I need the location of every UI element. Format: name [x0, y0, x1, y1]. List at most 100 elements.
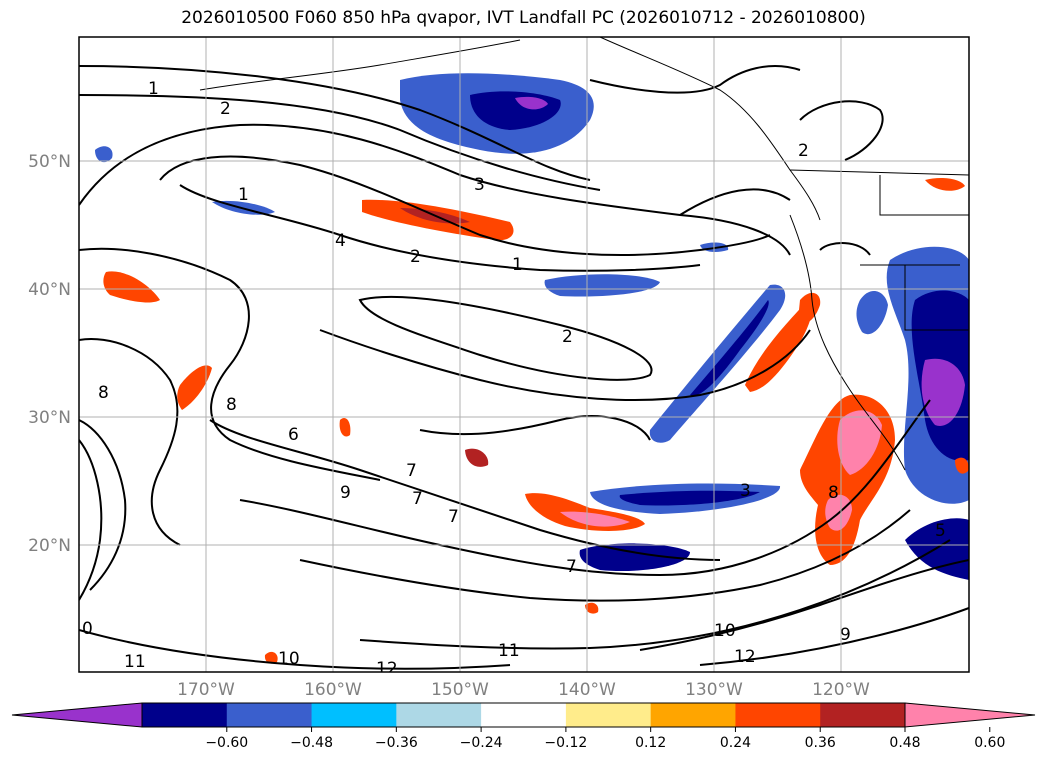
- contour-line: [79, 439, 103, 601]
- anomaly-region: [95, 146, 113, 163]
- contour-line: [819, 242, 871, 256]
- lon-label: 150°W: [431, 680, 489, 700]
- gridlines: [79, 37, 969, 672]
- anomaly-region: [837, 410, 882, 475]
- lat-label: 40°N: [28, 280, 71, 300]
- contour-label: 1: [238, 185, 249, 205]
- contour-label: 8: [98, 383, 109, 403]
- contour-label: 1: [512, 255, 523, 275]
- anomaly-region: [544, 274, 660, 297]
- colorbar-tick-label: −0.36: [375, 735, 418, 751]
- contour-label: 9: [340, 483, 351, 503]
- colorbar-bin: [142, 703, 228, 727]
- lon-label: 160°W: [304, 680, 362, 700]
- anomaly-region: [339, 417, 351, 437]
- colorbar-bin: [311, 703, 397, 727]
- contour-line: [159, 155, 771, 256]
- latitude-labels: 50°N 40°N 30°N 20°N: [28, 152, 71, 556]
- contour-line: [299, 509, 911, 602]
- contour-label: 11: [498, 641, 520, 661]
- contour-line: [239, 399, 931, 577]
- colorbar-tick-label: 0.24: [720, 735, 751, 751]
- colorbar-tick-label: −0.60: [205, 735, 248, 751]
- anomaly-region: [264, 651, 278, 664]
- contour-label: 5: [935, 521, 946, 541]
- contour-label: 7: [566, 557, 577, 577]
- contour-label: 7: [412, 489, 423, 509]
- contour-label: 3: [740, 481, 751, 501]
- contour-label: 10: [714, 621, 736, 641]
- lon-label: 170°W: [177, 680, 235, 700]
- anomaly-region: [745, 300, 812, 392]
- lon-label: 130°W: [685, 680, 743, 700]
- anomaly-region: [560, 511, 630, 527]
- contour-label: 10: [278, 649, 300, 669]
- colorbar-tick-label: 0.48: [889, 735, 920, 751]
- contour-label: 2: [220, 99, 231, 119]
- contour-label: 12: [734, 647, 756, 667]
- colorbar-extend-max: [904, 702, 1036, 728]
- coastlines: [199, 37, 969, 471]
- contour-label: 2: [562, 327, 573, 347]
- contour-line: [79, 247, 381, 481]
- contour-line: [639, 559, 969, 651]
- colorbar-bin: [226, 703, 313, 727]
- contour-label: 7: [448, 507, 459, 527]
- lat-label: 50°N: [28, 152, 71, 172]
- contour-label: 6: [288, 425, 299, 445]
- contour-label: 2: [410, 247, 421, 267]
- lon-label: 120°W: [812, 680, 870, 700]
- contour-line: [799, 100, 884, 161]
- contour-line: [589, 64, 801, 94]
- anomaly-region: [515, 96, 548, 110]
- contour-label: 3: [474, 175, 485, 195]
- contour-label: 8: [828, 483, 839, 503]
- colorbar-tick-label: −0.24: [460, 735, 503, 751]
- contour-line: [79, 94, 601, 191]
- contour-line: [79, 123, 791, 256]
- contour-label: 9: [840, 625, 851, 645]
- contour-label: 8: [226, 395, 237, 415]
- contour-label: 7: [406, 461, 417, 481]
- positive-anomaly-fills: [103, 178, 969, 664]
- state-border: [904, 265, 969, 331]
- contour-label: 4: [335, 231, 346, 251]
- state-border: [879, 175, 969, 216]
- contour-line: [79, 629, 511, 670]
- colorbar: −0.60 −0.48 −0.36 −0.24 −0.12 0.12 0.24 0.36 0.4…: [11, 702, 1036, 751]
- longitude-labels: 170°W 160°W 150°W 140°W 130°W 120°W: [177, 680, 870, 700]
- contour-label: 2: [798, 141, 809, 161]
- contour-line: [79, 419, 127, 591]
- anomaly-region: [690, 300, 769, 396]
- anomaly-region: [585, 602, 599, 614]
- anomaly-region: [619, 490, 760, 506]
- contour-line: [699, 607, 969, 666]
- anomaly-region: [856, 290, 888, 335]
- contour-line: [419, 415, 651, 441]
- colorbar-frame: [141, 702, 906, 728]
- anomaly-region: [465, 448, 489, 467]
- contour-line: [358, 295, 653, 381]
- colorbar-tick-label: 0.36: [805, 735, 836, 751]
- anomaly-region: [103, 271, 160, 303]
- colorbar-bin: [565, 703, 652, 727]
- contour-label: 12: [376, 659, 398, 679]
- contour-line: [79, 338, 181, 546]
- contour-label: 0: [82, 619, 93, 639]
- colorbar-bin: [820, 703, 906, 727]
- coastline: [599, 37, 821, 221]
- contour-label: 1: [148, 79, 159, 99]
- colorbar-bin: [735, 703, 821, 727]
- colorbar-tick-label: 0.60: [974, 735, 1005, 751]
- colorbar-bin: [481, 703, 567, 727]
- colorbar-bin: [396, 703, 482, 727]
- colorbar-tick-label: −0.12: [544, 735, 587, 751]
- anomaly-region: [177, 365, 212, 410]
- colorbar-extend-min: [11, 702, 143, 728]
- contour-line: [179, 184, 701, 272]
- lat-label: 20°N: [28, 536, 71, 556]
- contour-line: [319, 329, 811, 401]
- anomaly-region: [921, 358, 965, 426]
- map-panel: 1 2 1 3 2 4 2 1 2 8 8 6 7 7 9 7 7 3 8 5: [78, 36, 970, 679]
